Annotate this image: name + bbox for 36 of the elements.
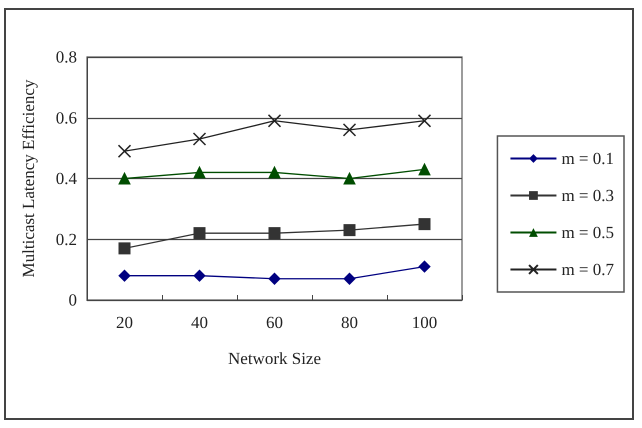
- y-axis-title: Multicast Latency Efficiency: [19, 79, 38, 278]
- x-tick-label: 60: [266, 313, 283, 332]
- legend-label: m = 0.7: [561, 260, 614, 279]
- x-tick-label: 40: [191, 313, 208, 332]
- point: [194, 270, 206, 282]
- x-axis-title: Network Size: [228, 349, 322, 368]
- point: [418, 260, 430, 273]
- point: [268, 166, 280, 178]
- point: [192, 132, 206, 146]
- point: [344, 172, 356, 184]
- point: [118, 172, 130, 184]
- legend-label: m = 0.3: [561, 186, 614, 205]
- y-tick-label: 0.6: [56, 108, 77, 128]
- point: [344, 224, 356, 236]
- y-tick-label: 0: [68, 290, 77, 310]
- y-tick-label: 0.8: [56, 48, 77, 66]
- point: [418, 114, 432, 128]
- legend-label: m = 0.1: [561, 149, 614, 168]
- y-tick-label: 0.2: [56, 230, 77, 249]
- x-tick-label: 20: [116, 313, 133, 332]
- point: [118, 144, 132, 158]
- point: [194, 166, 206, 178]
- y-tick-label: 0.4: [56, 169, 78, 188]
- point: [118, 270, 130, 282]
- point: [418, 218, 430, 230]
- legend-label: m = 0.5: [561, 223, 614, 242]
- x-tick-label: 100: [412, 313, 438, 332]
- point: [268, 272, 280, 285]
- point: [418, 163, 430, 176]
- x-tick-label: 80: [341, 313, 358, 332]
- point: [342, 123, 356, 137]
- point: [268, 114, 282, 128]
- point: [268, 227, 280, 240]
- point: [344, 272, 356, 285]
- point: [118, 242, 130, 254]
- point: [194, 227, 206, 240]
